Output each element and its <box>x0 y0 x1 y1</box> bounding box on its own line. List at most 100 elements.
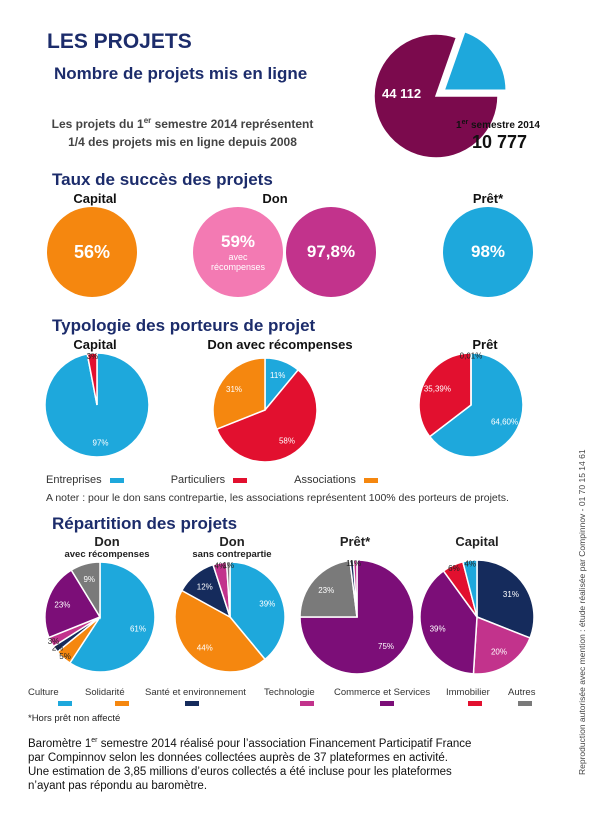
footnote: *Hors prêt non affecté <box>28 713 121 724</box>
pie-slice-entreprises <box>428 352 524 458</box>
pie-label-particuliers: 35,39% <box>424 384 451 393</box>
footer-line1-pre: Baromètre 1 <box>28 737 92 750</box>
semester-label: 1er semestre 2014 <box>456 119 540 131</box>
pie-label-particuliers: 3% <box>87 352 99 361</box>
pie-label-culture: 61% <box>130 624 146 633</box>
rep-label-pret: Prêt* <box>320 534 390 549</box>
typo-don-pie: 11% 58% 31% <box>212 357 318 463</box>
typo-pret-pie: 64,60% 35,39% 0,01% <box>418 352 524 458</box>
rep-legend-sante-swatch <box>185 701 199 706</box>
rep-label-don-sans: Don sans contrepartie <box>182 534 282 560</box>
intro-line1-post: semestre 2014 représentent <box>151 117 314 131</box>
rep-legend-autres: Autres <box>508 687 535 706</box>
pie-slice-autres <box>299 559 358 618</box>
pie-slice-sante-et-environnement <box>476 559 535 639</box>
rep-label-0-sub: avec récompenses <box>64 549 150 560</box>
semester-label-pre: 1 <box>456 120 462 131</box>
rep-legend-commerce-label: Commerce et Services <box>334 687 431 698</box>
semester-label-post: semestre 2014 <box>468 120 540 131</box>
footer-line1-post: semestre 2014 réalisé pour l’association… <box>97 737 472 750</box>
rep-label-capital: Capital <box>437 534 517 549</box>
pie-label-commerce-et-services: 23% <box>54 601 70 610</box>
pie-label-entreprises: 64,60% <box>491 418 518 427</box>
don-avec-success-value: 59% <box>220 232 256 251</box>
intro-text: Les projets du 1er semestre 2014 représe… <box>40 112 325 151</box>
pie-label-entreprises: 11% <box>270 371 285 380</box>
pie-slice-1er-semestre-2014 <box>443 30 507 91</box>
page-title: LES PROJETS <box>47 30 192 53</box>
pie-slice-associations <box>212 357 266 431</box>
success-don-label: Don <box>262 191 288 206</box>
legend-swatch-cyan <box>109 477 124 483</box>
pie-label-immobilier: 6% <box>448 564 460 573</box>
rep-legend-autres-swatch <box>518 701 532 706</box>
pie-slice-particuliers <box>418 352 472 438</box>
pie-label-commerce-et-services: 39% <box>430 624 446 633</box>
rep-legend-technologie-swatch <box>300 701 314 706</box>
pie-label-solidarite: 44% <box>197 644 213 653</box>
pie-label-sante-et-environnement: 31% <box>503 590 519 599</box>
pie-slice-culture <box>229 561 286 661</box>
success-pret-label: Prêt* <box>472 191 504 206</box>
rep-legend-technologie: Technologie <box>264 687 315 706</box>
typo-legend: Entreprises Particuliers Associations <box>46 474 426 486</box>
typologie-title: Typologie des porteurs de projet <box>52 316 316 335</box>
rep-label-3-main: Capital <box>455 534 499 549</box>
intro-line2: 1/4 des projets mis en ligne depuis 2008 <box>68 135 297 149</box>
pret-success-value: 98% <box>470 242 506 261</box>
don-avec-success-circle: 59% avec récompenses <box>193 207 283 297</box>
pie-label-associations: 31% <box>226 385 242 394</box>
pie-label-particuliers: 58% <box>279 436 295 445</box>
intro-line1-sup: er <box>143 116 152 125</box>
don-sans-success-value: 97,8% <box>306 242 356 261</box>
repartition-title: Répartition des projets <box>52 514 238 533</box>
pie-label-associations: 0,01% <box>460 352 483 361</box>
pret-success-circle: 98% <box>443 207 533 297</box>
pie-slice-solidarite <box>174 589 267 673</box>
intro-line1-pre: Les projets du 1 <box>51 117 144 131</box>
pie-slice-technologie <box>472 615 531 675</box>
rep-legend-immobilier-label: Immobilier <box>446 687 490 698</box>
typo-note: A noter : pour le don sans contrepartie,… <box>46 492 509 504</box>
pie-label-autres: 1% <box>223 561 235 570</box>
pie-label-technologie: 20% <box>491 648 507 657</box>
pie-label-entreprises: 97% <box>93 438 109 447</box>
rep-legend-commerce-swatch <box>380 701 394 706</box>
pie-slice-autres <box>225 561 231 618</box>
pie-slice-commerce-et-services <box>299 559 415 675</box>
pie-label-commerce-et-services: 75% <box>378 642 394 651</box>
rep-legend-solidarite: Solidarité <box>85 687 129 706</box>
rep-capital-pie: 31% 20% 39% 6% 4% <box>419 559 535 675</box>
pie-slice-technologie <box>352 559 358 618</box>
rep-legend-sante-label: Santé et environnement <box>145 687 246 698</box>
legend-particuliers: Particuliers <box>170 474 226 486</box>
rep-don-avec-pie: 61% 5%2%3% 23% 9% <box>44 561 156 673</box>
footer-line3: Une estimation de 3,85 millions d’euros … <box>28 765 452 778</box>
pie-slice-commerce-et-services <box>44 569 102 639</box>
total-value-label: 44 112 <box>382 86 421 101</box>
footer-line2: par Compinnov selon les données collecté… <box>28 751 448 764</box>
pie-slice-particuliers <box>215 368 318 463</box>
pie-label-sante-et-environnement: 1% <box>346 559 358 568</box>
pie-label-autres: 23% <box>318 586 334 595</box>
typo-capital-pie: 97% 3% <box>44 352 150 458</box>
pie-label-sante-et-environnement: 12% <box>197 582 213 591</box>
rep-pret-pie: 75% 23% 1%1% <box>299 559 415 675</box>
projects-total-pie: 44 112 1er semestre 2014 10 777 <box>373 30 540 159</box>
pie-label-technologie: 1% <box>350 559 362 568</box>
rep-legend-immobilier: Immobilier <box>446 687 490 706</box>
pie-label-technologie: 4% <box>214 562 226 571</box>
pie-label-autres: 9% <box>83 575 95 584</box>
legend-entreprises: Entreprises <box>46 474 102 486</box>
pie-label-technologie: 3% <box>48 637 60 646</box>
semester-value: 10 777 <box>472 132 527 152</box>
rep-legend-culture-swatch <box>58 701 72 706</box>
legend-swatch-red <box>233 477 248 483</box>
legend-associations: Associations <box>294 474 356 486</box>
rep-legend-culture: Culture <box>28 687 72 706</box>
footer-line4: n’ayant pas répondu au baromètre. <box>28 779 208 792</box>
rep-label-0-main: Don <box>94 534 120 549</box>
pie-slice-particuliers <box>86 352 98 406</box>
success-capital-label: Capital <box>73 191 117 206</box>
capital-success-value: 56% <box>73 241 111 262</box>
